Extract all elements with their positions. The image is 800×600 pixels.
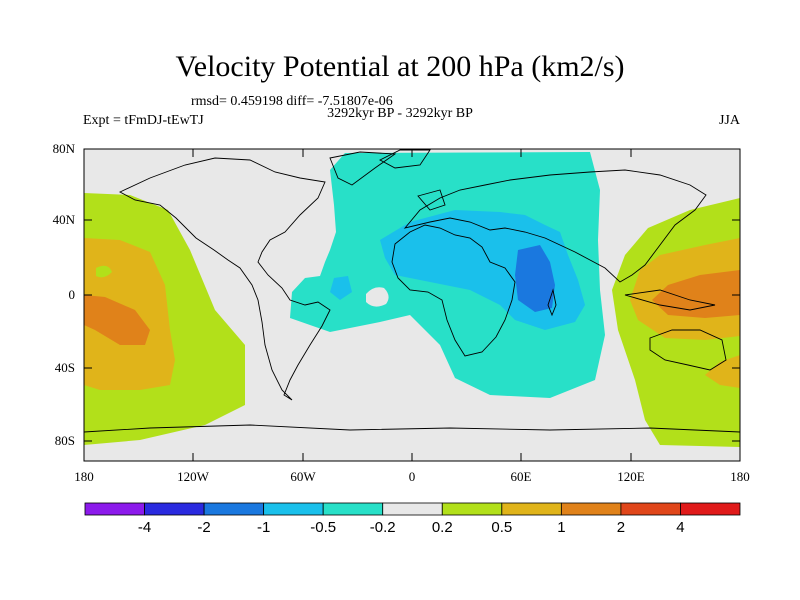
colorbar [84,502,741,516]
axis-ticks [83,148,741,461]
stats-label: rmsd= 0.459198 diff= -7.51807e-06 [191,94,393,109]
colorbar-swatch [382,502,443,516]
positive-core-east [652,270,740,318]
lon-label-180e: 180 [730,469,750,484]
colorbar-swatch [144,502,205,516]
colorbar-label: 2 [616,519,626,536]
positive-spot-southeast [705,355,740,388]
lat-label-80s: 80S [54,433,75,448]
season-label: JJA [718,113,740,128]
colorbar-label: 0.2 [431,519,453,536]
colorbar-label: -0.5 [310,519,337,536]
lon-label-0: 0 [408,469,416,484]
colorbar-swatch [84,502,145,516]
period-label: 3292kyr BP - 3292kyr BP [327,106,473,121]
lat-label-80n: 80N [52,141,75,156]
lat-label-40s: 40S [54,360,75,375]
near-zero-spot-atlantic [366,287,389,307]
colorbar-label: -4 [137,519,152,536]
colorbar-swatch [680,502,741,516]
lon-label-180w: 180 [74,469,94,484]
lon-label-60e: 60E [510,469,532,484]
colorbar-label: 0.5 [491,519,513,536]
colorbar-swatch [501,502,562,516]
colorbar-swatch [203,502,265,516]
colorbar-swatch [441,502,503,516]
lon-label-60w: 60W [290,469,316,484]
colorbar-label: -2 [197,519,211,536]
lon-label-120w: 120W [177,469,209,484]
negative-spot-south-america [330,276,352,300]
figure-title: Velocity Potential at 200 hPa (km2/s) [175,50,625,83]
positive-spot [96,265,112,278]
positive-core-west [84,295,150,345]
contour-fill [84,149,740,461]
colorbar-swatch [560,502,622,516]
experiment-label: Expt = tFmDJ-tEwTJ [83,113,204,128]
lat-label-40n: 40N [52,212,75,227]
colorbar-swatch [322,502,384,516]
lon-label-120e: 120E [617,469,645,484]
colorbar-label: -1 [256,519,271,536]
lat-label-0: 0 [68,287,76,302]
colorbar-label: -0.2 [369,519,396,536]
colorbar-label: 4 [676,519,685,536]
coastlines [84,149,740,433]
colorbar-label: 1 [557,519,566,536]
negative-core-indian-ocean [515,245,555,312]
colorbar-swatch [620,502,681,516]
colorbar-swatch [263,502,324,516]
